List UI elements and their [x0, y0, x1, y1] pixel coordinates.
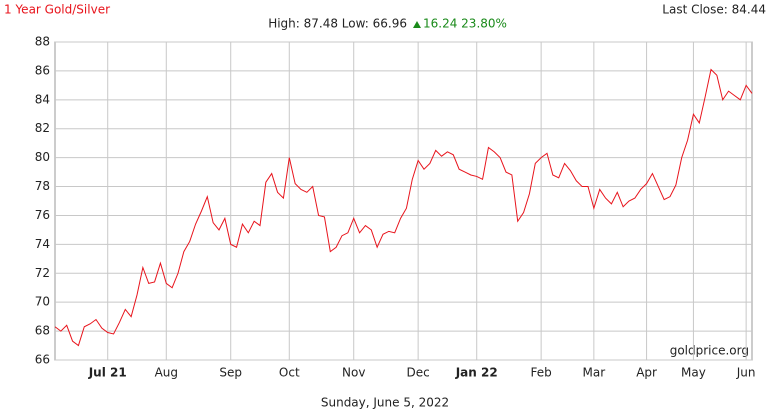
y-tick-label: 84 [35, 92, 50, 106]
y-tick-label: 88 [35, 35, 50, 49]
plot-frame [54, 41, 753, 361]
x-tick-label: Apr [636, 366, 657, 380]
y-tick-label: 66 [35, 353, 50, 367]
y-tick-label: 72 [35, 266, 50, 280]
y-tick-label: 78 [35, 179, 50, 193]
y-tick-label: 76 [35, 208, 50, 222]
y-tick-label: 82 [35, 121, 50, 135]
source: goldprice.org [670, 344, 749, 358]
date: Sunday, June 5, 2022 [321, 396, 449, 410]
y-tick-label: 80 [35, 150, 50, 164]
x-tick-label: Oct [279, 366, 300, 380]
x-tick-label: Feb [531, 366, 552, 380]
x-tick-label: Jul 21 [88, 366, 127, 380]
chart-title: 1 Year Gold/Silver [4, 3, 110, 17]
y-tick-label: 70 [35, 295, 50, 309]
price-line [54, 68, 753, 347]
up-arrow [413, 21, 421, 28]
last-close: Last Close: 84.44 [662, 3, 766, 17]
change: 16.24 23.80% [423, 17, 507, 31]
stats: High: 87.48 Low: 66.96 [268, 17, 407, 31]
y-tick-label: 68 [35, 324, 50, 338]
y-tick-label: 86 [35, 63, 50, 77]
x-tick-label: Mar [583, 366, 606, 380]
x-tick-label: Sep [219, 366, 242, 380]
x-tick-label: May [681, 366, 706, 380]
x-tick-label: Nov [342, 366, 365, 380]
x-tick-label: Jan 22 [455, 366, 498, 380]
y-tick-label: 74 [35, 237, 50, 251]
x-tick-label: Jun [736, 366, 756, 380]
x-tick-label: Dec [407, 366, 430, 380]
x-tick-label: Aug [155, 366, 178, 380]
